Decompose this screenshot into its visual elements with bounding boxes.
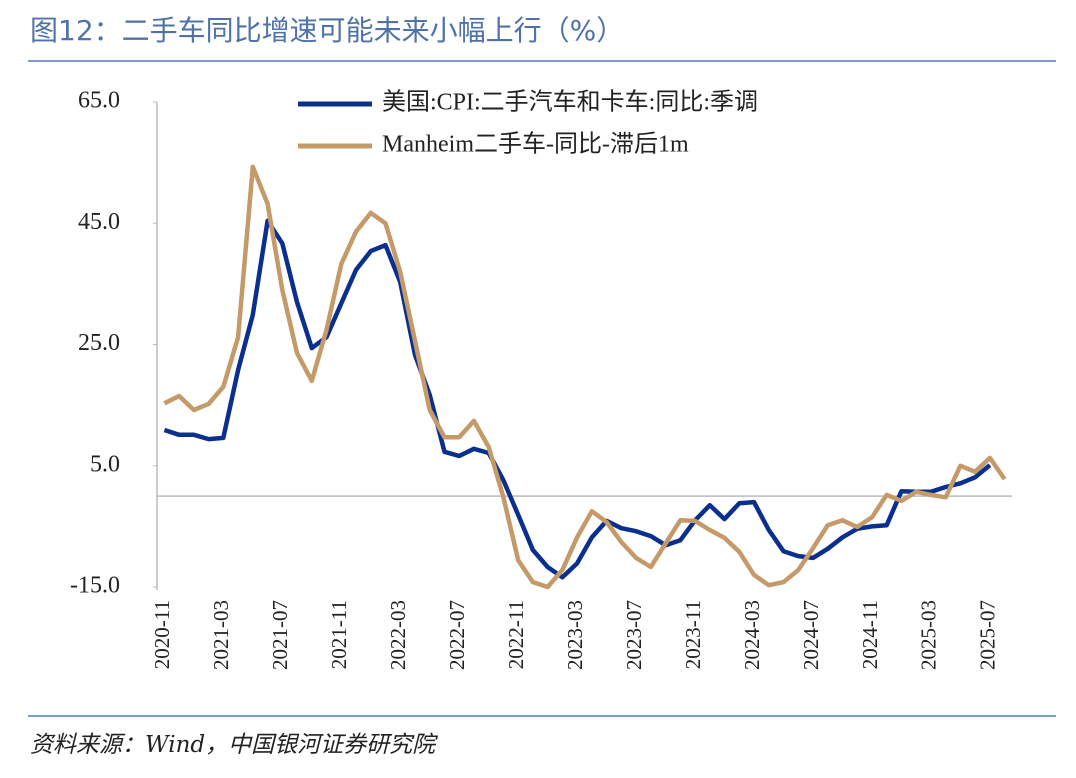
y-tick-label: 25.0 (78, 330, 120, 356)
x-tick-label: 2023-11 (681, 600, 705, 669)
legend-label: 美国:CPI:二手汽车和卡车:同比:季调 (382, 89, 758, 116)
legend-label: Manheim二手车-同比-滞后1m (382, 131, 689, 158)
x-tick-label: 2024-03 (740, 600, 764, 670)
x-tick-label: 2023-07 (622, 600, 646, 670)
x-tick-label: 2022-11 (504, 600, 528, 669)
x-tick-label: 2024-11 (858, 600, 882, 669)
y-tick-label: 45.0 (78, 209, 120, 235)
x-tick-label: 2021-03 (209, 600, 233, 670)
x-tick-label: 2024-07 (799, 600, 823, 670)
x-tick-label: 2025-07 (976, 600, 1000, 670)
x-tick-label: 2025-03 (917, 600, 941, 670)
y-tick-label: 5.0 (90, 451, 120, 477)
x-tick-label: 2023-03 (563, 600, 587, 670)
x-tick-label: 2022-07 (445, 600, 469, 670)
series-line (163, 164, 1007, 590)
y-tick-label: -15.0 (70, 573, 120, 599)
y-tick-label: 65.0 (78, 88, 120, 114)
x-tick-label: 2020-11 (150, 600, 174, 669)
series-line (163, 218, 992, 580)
x-tick-label: 2022-03 (386, 600, 410, 670)
x-tick-label: 2021-07 (268, 600, 292, 670)
chart-title: 图12：二手车同比增速可能未来小幅上行（%） (30, 14, 624, 47)
source: 资料来源：Wind，中国银河证券研究院 (30, 732, 438, 758)
x-tick-label: 2021-11 (327, 600, 351, 669)
